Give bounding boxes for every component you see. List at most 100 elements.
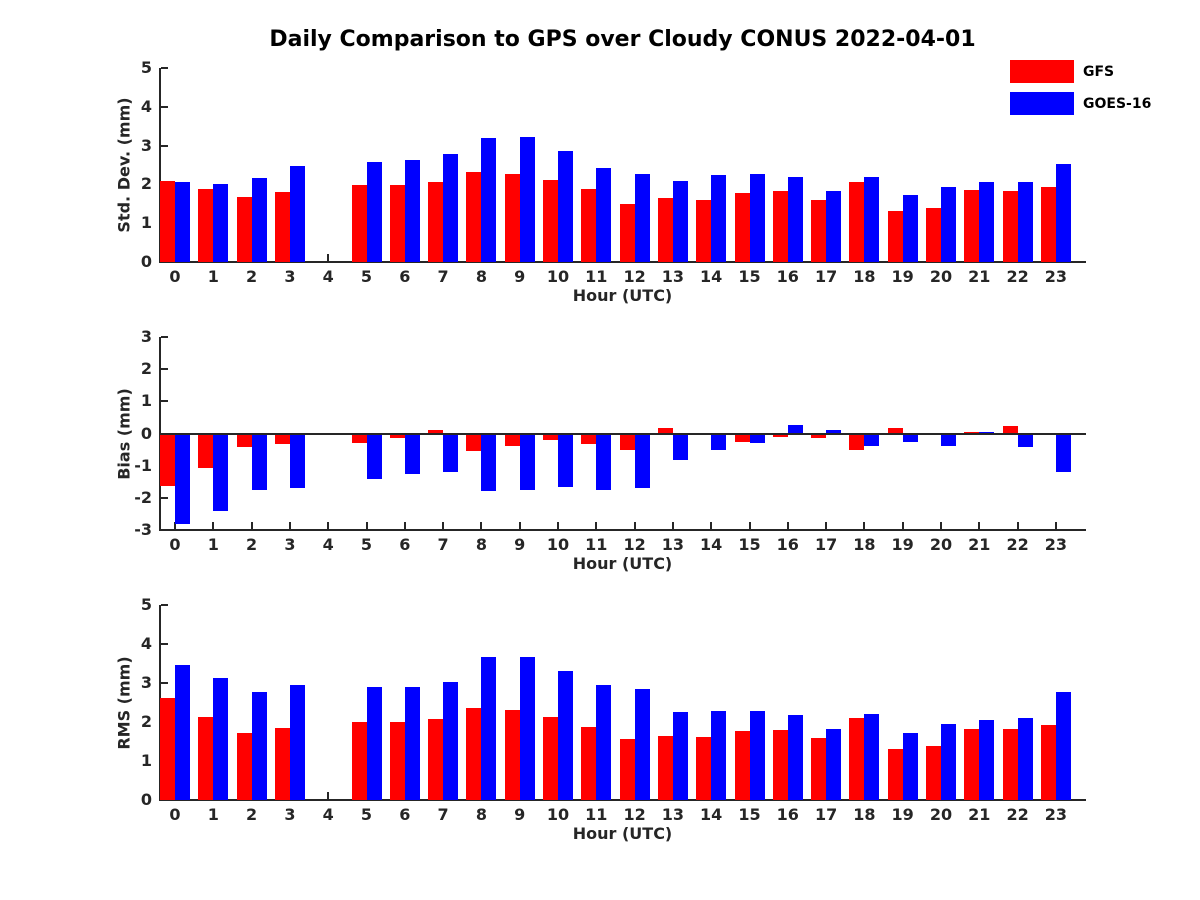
- bar-goes16-h1: [213, 433, 229, 512]
- y-tick: [161, 604, 168, 606]
- y-tick: [161, 721, 168, 723]
- x-tick: [518, 254, 521, 262]
- x-tick-label: 21: [968, 535, 991, 554]
- bar-gfs-h12: [619, 203, 635, 262]
- y-tick: [161, 105, 168, 108]
- x-tick: [901, 792, 904, 800]
- bar-goes16-h11: [596, 433, 612, 490]
- x-tick: [671, 522, 674, 530]
- x-tick: [557, 254, 559, 262]
- x-tick: [978, 254, 981, 262]
- bar-goes16-h21: [979, 431, 995, 434]
- y-tick: [161, 643, 168, 645]
- x-tick: [901, 254, 904, 262]
- bar-goes16-h20: [941, 723, 956, 800]
- x-tick: [174, 522, 176, 530]
- x-tick-label: 16: [776, 535, 799, 554]
- x-tick: [863, 792, 866, 800]
- x-tick-label: 22: [1006, 535, 1029, 554]
- x-tick: [978, 522, 981, 530]
- x-tick-label: 11: [585, 267, 608, 286]
- legend: GFS GOES-16: [1010, 60, 1151, 115]
- x-tick-label: 5: [360, 267, 373, 286]
- x-tick-label: 22: [1006, 267, 1029, 286]
- x-tick-label: 6: [399, 805, 411, 824]
- bar-goes16-h0: [175, 433, 190, 525]
- x-tick-label: 12: [623, 267, 646, 286]
- x-tick: [403, 522, 406, 530]
- bar-goes16-h2: [251, 692, 267, 800]
- bar-gfs-h19: [887, 428, 903, 434]
- x-tick-label: 3: [284, 535, 296, 554]
- legend-swatch-gfs: [1010, 60, 1074, 83]
- bar-gfs-h14: [696, 199, 712, 262]
- x-tick-label: 10: [546, 267, 570, 286]
- bar-goes16-h8: [481, 137, 497, 262]
- bar-goes16-h2: [251, 178, 267, 262]
- bar-goes16-h11: [596, 685, 612, 800]
- bar-gfs-h7: [428, 719, 444, 800]
- x-tick: [365, 522, 368, 530]
- bar-gfs-h13: [657, 428, 673, 434]
- bar-goes16-h19: [902, 195, 918, 262]
- x-tick: [212, 522, 215, 530]
- bar-goes16-h8: [481, 656, 497, 800]
- bar-gfs-h23: [1040, 725, 1056, 800]
- y-tick: [161, 760, 168, 762]
- y-tick-label: 1: [140, 391, 152, 411]
- bar-gfs-h16: [772, 730, 788, 800]
- x-tick: [786, 522, 789, 530]
- bar-goes16-h10: [558, 150, 573, 262]
- x-tick: [403, 254, 406, 262]
- bar-gfs-h17: [811, 737, 827, 800]
- x-tick: [327, 254, 330, 262]
- bar-gfs-h20: [926, 745, 941, 800]
- bar-goes16-h12: [634, 173, 650, 262]
- bar-goes16-h7: [443, 682, 459, 800]
- x-tick-label: 2: [246, 267, 258, 286]
- bar-goes16-h18: [864, 714, 880, 800]
- bar-goes16-h10: [558, 433, 573, 488]
- x-tick: [1054, 522, 1057, 530]
- x-tick-label: 10: [546, 805, 570, 824]
- y-tick: [161, 336, 168, 338]
- bar-gfs-h11: [581, 726, 597, 800]
- bar-gfs-h22: [1002, 729, 1018, 800]
- x-tick-label: 2: [246, 805, 258, 824]
- y-tick-label: 3: [140, 327, 152, 346]
- y-axis-line: [159, 337, 161, 531]
- y-tick-label: 3: [140, 135, 152, 155]
- x-tick-label: 20: [929, 535, 953, 554]
- x-tick-label: 9: [514, 805, 526, 824]
- bar-goes16-h9: [519, 433, 535, 490]
- bar-gfs-h16: [772, 433, 788, 437]
- bar-gfs-h0: [160, 433, 175, 486]
- y-tick-label: 5: [140, 595, 152, 614]
- x-tick: [786, 792, 789, 800]
- x-axis-line: [159, 799, 1086, 801]
- x-tick-label: 3: [284, 267, 296, 286]
- bar-goes16-h7: [443, 433, 459, 473]
- x-tick-label: 13: [661, 535, 685, 554]
- bar-gfs-h7: [428, 430, 444, 434]
- x-tick-label: 6: [399, 535, 411, 554]
- bar-gfs-h15: [734, 731, 750, 800]
- x-tick: [365, 254, 368, 262]
- x-tick: [825, 522, 828, 530]
- bar-gfs-h17: [811, 433, 827, 438]
- x-tick: [557, 522, 559, 530]
- y-tick: [161, 222, 168, 225]
- x-tick: [595, 522, 598, 530]
- x-tick-label: 16: [776, 267, 799, 286]
- bar-gfs-h1: [198, 189, 214, 262]
- x-tick: [327, 522, 330, 530]
- y-tick-label: 5: [140, 58, 152, 77]
- bar-gfs-h20: [926, 433, 941, 436]
- x-tick: [633, 792, 636, 800]
- bar-gfs-h19: [887, 211, 903, 262]
- bar-goes16-h17: [826, 729, 842, 800]
- y-tick: [161, 144, 168, 147]
- legend-swatch-goes16: [1010, 92, 1074, 115]
- bar-goes16-h23: [1055, 164, 1071, 262]
